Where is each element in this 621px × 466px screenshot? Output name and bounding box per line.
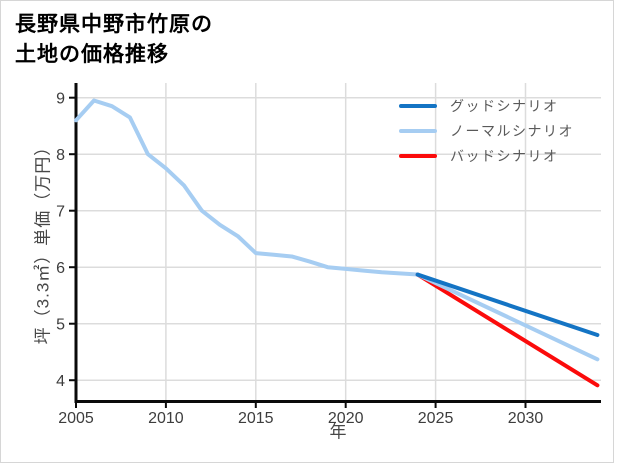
x-tick-label: 2015: [238, 410, 274, 427]
legend-item-normal-scenario: ノーマルシナリオ: [399, 118, 574, 143]
page-title: 長野県中野市竹原の 土地の価格推移: [15, 10, 213, 70]
y-tick-label: 5: [56, 317, 65, 334]
chart-legend: グッドシナリオ ノーマルシナリオ バッドシナリオ: [399, 93, 574, 168]
y-tick-label: 8: [56, 147, 65, 164]
legend-item-good-scenario: グッドシナリオ: [399, 93, 574, 118]
history-price-line: [74, 98, 420, 277]
x-tick-label: 2005: [58, 410, 94, 427]
y-tick-label: 9: [56, 91, 65, 108]
x-tick-label: 2020: [328, 410, 364, 427]
good-scenario-line: [415, 272, 600, 338]
bad-scenario-line: [415, 272, 600, 388]
x-tick-label: 2010: [148, 410, 184, 427]
y-axis-title: 坪（3.3㎡）単価（万円）: [33, 137, 53, 345]
page-title-line2: 土地の価格推移: [15, 43, 169, 66]
legend-label-bad: バッドシナリオ: [450, 147, 559, 164]
y-tick-label: 6: [56, 260, 65, 277]
bad-scenario-line-swatch: [399, 153, 437, 158]
x-axis-title: 年: [329, 422, 347, 442]
x-tick-label: 2025: [418, 410, 454, 427]
y-tick-label: 7: [56, 204, 65, 221]
normal-scenario-line: [415, 272, 600, 362]
x-tick-label: 2030: [508, 410, 544, 427]
legend-item-bad-scenario: バッドシナリオ: [399, 143, 574, 168]
legend-label-normal: ノーマルシナリオ: [450, 122, 574, 139]
legend-label-good: グッドシナリオ: [450, 97, 559, 114]
y-tick-label: 4: [56, 373, 65, 390]
good-scenario-line-swatch: [399, 103, 437, 108]
page-title-line1: 長野県中野市竹原の: [15, 13, 213, 36]
normal-scenario-line-swatch: [399, 128, 437, 133]
